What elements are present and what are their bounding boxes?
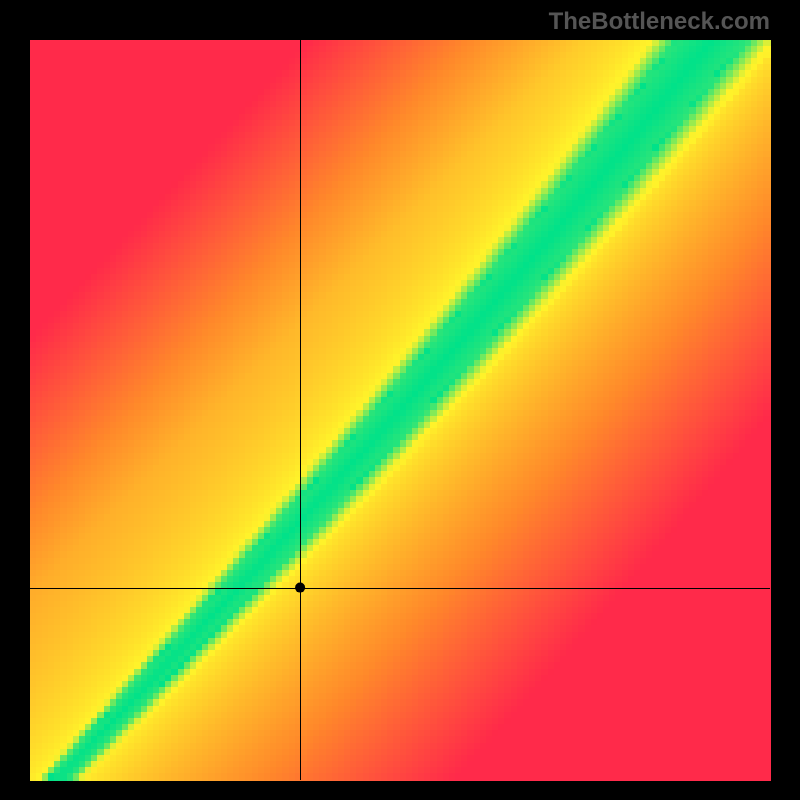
chart-container: TheBottleneck.com — [0, 0, 800, 800]
watermark-text: TheBottleneck.com — [549, 8, 770, 36]
bottleneck-heatmap — [0, 0, 800, 800]
